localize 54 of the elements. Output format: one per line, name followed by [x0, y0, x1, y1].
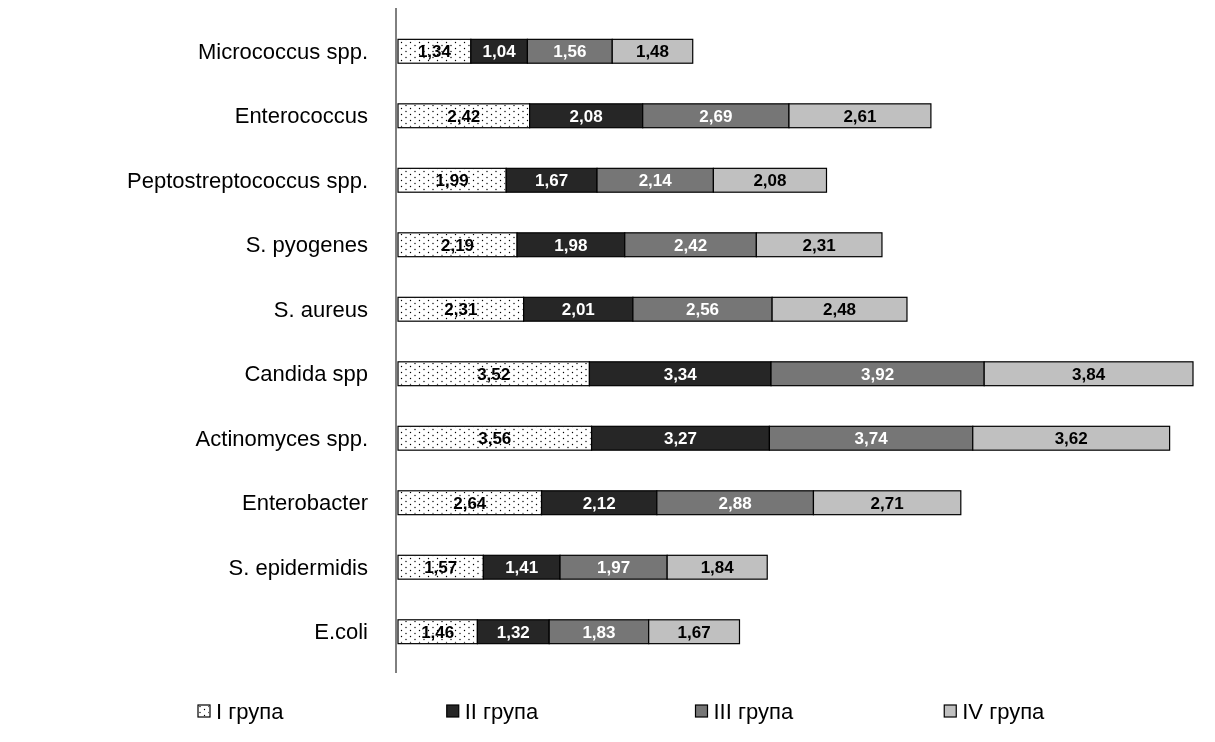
- data-label: 3,84: [1072, 364, 1106, 384]
- data-label: 1,04: [482, 42, 517, 62]
- data-label: 2,08: [569, 106, 603, 126]
- y-tick-label: Enterobacter: [242, 490, 368, 516]
- data-label: 1,67: [677, 622, 711, 642]
- data-label: 3,27: [663, 429, 698, 449]
- data-label: 3,34: [663, 364, 698, 384]
- data-label: 3,92: [861, 364, 895, 384]
- data-label: 2,61: [843, 106, 877, 126]
- y-tick-label: Candida spp: [244, 361, 368, 387]
- data-label: 2,42: [674, 235, 708, 255]
- y-tick-label: Micrococcus spp.: [198, 38, 368, 64]
- data-label: 2,12: [582, 493, 616, 513]
- data-label: 1,97: [597, 558, 631, 578]
- legend-label: III група: [713, 698, 794, 724]
- data-label: 3,56: [478, 429, 512, 449]
- y-tick-label: E.coli: [314, 619, 368, 645]
- data-label: 2,64: [453, 493, 487, 513]
- data-label: 1,67: [535, 171, 569, 191]
- data-label: 2,88: [718, 493, 752, 513]
- y-tick-label: Enterococcus: [234, 103, 368, 129]
- data-label: 2,31: [802, 235, 836, 255]
- data-label: 1,57: [424, 558, 458, 578]
- data-label: 2,69: [699, 106, 733, 126]
- data-label: 2,42: [447, 106, 481, 126]
- y-tick-label: S. epidermidis: [228, 554, 368, 580]
- y-tick-label: Peptostreptococcus spp.: [127, 167, 368, 193]
- data-label: 1,34: [417, 42, 452, 62]
- data-label: 1,48: [635, 42, 670, 62]
- y-tick-label: S. pyogenes: [245, 232, 368, 258]
- data-label: 1,83: [582, 622, 616, 642]
- data-label: 2,01: [561, 300, 595, 320]
- legend-label: II група: [464, 698, 540, 724]
- data-label: 1,32: [496, 622, 530, 642]
- data-label: 2,31: [444, 300, 478, 320]
- data-label: 2,19: [441, 235, 475, 255]
- data-label: 1,41: [505, 558, 539, 578]
- data-label: 2,14: [638, 171, 673, 191]
- data-label: 2,08: [753, 171, 787, 191]
- data-label: 1,84: [700, 558, 735, 578]
- data-label: 2,71: [870, 493, 904, 513]
- data-label: 1,99: [435, 171, 469, 191]
- data-label: 3,74: [854, 429, 889, 449]
- legend-label: I група: [216, 698, 285, 724]
- data-label: 1,46: [421, 622, 455, 642]
- data-label: 3,52: [477, 364, 511, 384]
- data-label: 2,48: [823, 300, 857, 320]
- data-label: 1,56: [553, 42, 587, 62]
- y-tick-label: Actinomyces spp.: [195, 425, 368, 451]
- data-label: 1,98: [554, 235, 588, 255]
- data-label: 3,62: [1054, 429, 1088, 449]
- y-tick-label: S. aureus: [273, 296, 368, 322]
- data-label: 2,56: [685, 300, 720, 320]
- legend-label: IV група: [962, 698, 1046, 724]
